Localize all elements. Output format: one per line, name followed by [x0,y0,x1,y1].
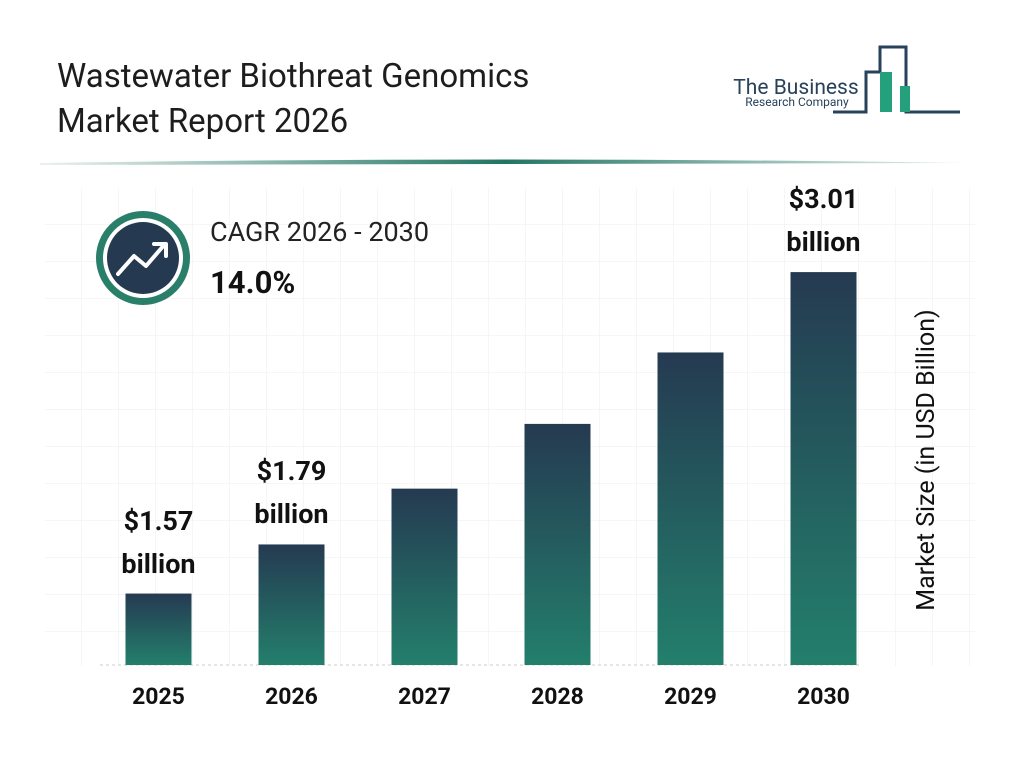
cagr-icon [96,211,190,305]
x-tick-label: 2026 [265,683,318,710]
chart-title: Wastewater Biothreat Genomics Market Rep… [57,57,530,141]
logo: The Business Research Company [733,45,960,114]
value-label: $1.57 billion [121,504,196,580]
x-tick-label: 2029 [664,683,717,710]
y-axis-label: Market Size (in USD Billion) [912,309,941,611]
x-tick-label: 2030 [797,683,850,710]
value-label: $3.01 billion [786,183,861,259]
x-tick-label: 2028 [531,683,584,710]
value-label: $1.79 billion [254,455,329,531]
bar [657,352,724,665]
bar [524,423,591,665]
logo-line2: Research Company [745,95,849,109]
title-rule [40,159,968,165]
cagr-value: 14.0% [210,264,296,301]
bar [790,272,857,665]
x-tick-label: 2025 [132,683,185,710]
bar [125,593,192,665]
bar [258,544,325,665]
cagr-label: CAGR 2026 - 2030 [210,216,430,248]
bar [391,488,458,665]
x-tick-label: 2027 [398,683,451,710]
logo-line1: The Business [733,76,858,100]
